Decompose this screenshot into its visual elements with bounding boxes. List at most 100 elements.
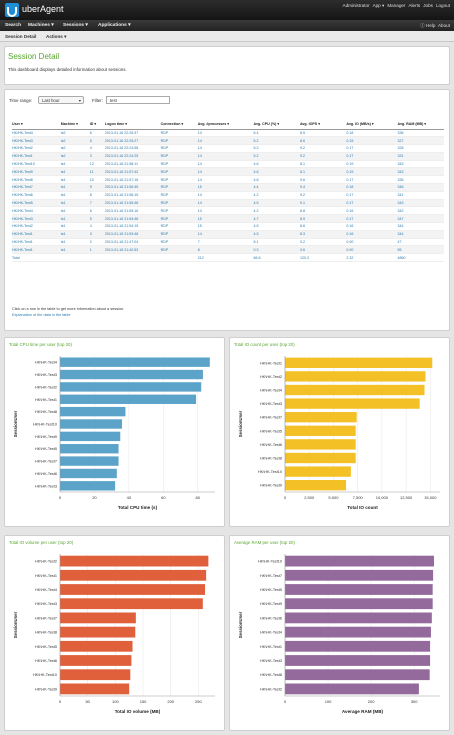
- x-tick-label: 40: [127, 495, 132, 500]
- nav-bar: Search Machines ▾ Sessions ▾ Application…: [0, 20, 454, 31]
- table-cell: RDP: [160, 152, 198, 161]
- column-header[interactable]: Avg. RAM (MB) ▾: [397, 120, 444, 130]
- table-cell: HK\HK-Test1: [12, 152, 61, 161]
- nav-applications[interactable]: Applications ▾: [98, 22, 131, 28]
- table-cell: RDP: [160, 167, 198, 177]
- table-cell: 4.5: [253, 199, 300, 208]
- y-tick-label: HK\HK-Test6: [260, 443, 282, 447]
- user-menu-item[interactable]: App ▾: [372, 3, 385, 8]
- table-cell: 2013-01-16 21:47:04: [104, 238, 161, 247]
- table-row[interactable]: HK\HK-Test2 ts2 4 2013-01-16 22:24:58 RDP 14 5…: [12, 144, 444, 153]
- table-cell: 15: [197, 222, 254, 231]
- table-cell: 0.00: [346, 245, 398, 255]
- actions-menu[interactable]: Actions ▾: [46, 34, 67, 39]
- table-cell: 9.2: [299, 144, 347, 153]
- table-row[interactable]: HK\HK-Test1 ts1 3 2013-01-16 21:53:46 RDP 14 4…: [12, 230, 444, 239]
- table-cell: 14: [197, 167, 254, 177]
- bar: [285, 452, 356, 464]
- user-menu-item[interactable]: Alerts: [408, 3, 421, 8]
- table-cell: ts1: [60, 214, 90, 224]
- table-cell: 5: [89, 136, 105, 146]
- bar: [60, 394, 197, 404]
- bar: [285, 669, 430, 681]
- y-axis-label: SessionUser: [238, 410, 243, 437]
- table-cell: 5.2: [253, 152, 300, 161]
- column-header[interactable]: Machine ▾: [60, 120, 90, 130]
- explanation-link[interactable]: Explanation of the data in the table: [12, 313, 71, 317]
- table-row[interactable]: HK\HK-Test3 ts1 5 2013-01-16 21:54:46 RDP 15 4…: [12, 214, 444, 224]
- column-header[interactable]: ID ▾: [89, 120, 105, 130]
- table-cell: 347: [397, 214, 444, 224]
- table-row[interactable]: HK\HK-Test9 ts1 11 2013-01-16 21:57:42 RDP 14…: [12, 167, 444, 177]
- table-cell: HK\HK-Test8: [12, 175, 61, 185]
- app-logo[interactable]: [5, 3, 19, 17]
- table-row[interactable]: HK\HK-Test6 ts1 8 2013-01-16 21:56:15 RDP 14 4…: [12, 191, 444, 200]
- table-row[interactable]: HK\HK-Test4 ts1 6 2013-01-16 21:55:16 RDP 14 4…: [12, 206, 444, 216]
- bar: [285, 439, 356, 450]
- nav-machines[interactable]: Machines ▾: [28, 22, 54, 28]
- x-tick-label: 200: [368, 699, 375, 704]
- table-cell: 0.2: [299, 238, 347, 247]
- column-header[interactable]: Avg. IO (MB/s) ▾: [346, 120, 398, 130]
- column-header[interactable]: Avg. CPU (%) ▾: [253, 120, 300, 130]
- bar: [60, 406, 126, 417]
- chevron-down-icon: ▾: [78, 98, 81, 103]
- table-row[interactable]: HK\HK-Test3 ts2 5 2013-01-16 22:25:27 RDP 14 5…: [12, 136, 444, 146]
- column-header[interactable]: Logon time ▾: [104, 120, 161, 130]
- bar: [285, 466, 351, 477]
- user-menu-item[interactable]: Manager: [387, 3, 406, 8]
- table-cell: HK\HK-Test4: [12, 129, 61, 138]
- table-cell: HK\HK-Test3: [12, 214, 61, 224]
- table-cell: 11: [89, 167, 105, 177]
- user-menu-item[interactable]: Administrator: [342, 3, 370, 8]
- y-tick-label: HK\HK-Test10: [33, 423, 57, 427]
- table-header-row: User ▾ Machine ▾ ID ▾ Logon time ▾ Connectio…: [12, 120, 444, 130]
- table-cell: HK\HK-Test1: [12, 230, 61, 239]
- table-row[interactable]: HK\HK-Test8 ts1 10 2013-01-16 21:57:16 RDP 14…: [12, 175, 444, 185]
- table-cell: [89, 253, 105, 263]
- table-cell: 8.5: [299, 129, 347, 138]
- y-tick-label: HK\HK-Test5: [260, 588, 282, 592]
- y-tick-label: HK\HK-Test8: [35, 631, 57, 635]
- column-header[interactable]: User ▾: [12, 120, 61, 130]
- table-cell: [160, 253, 198, 263]
- table-row[interactable]: HK\HK-Test5 ts1 7 2013-01-16 21:55:46 RDP 14 4…: [12, 199, 444, 208]
- table-cell: 10: [89, 175, 105, 185]
- table-row[interactable]: HK\HK-Test10 ts1 12 2013-01-16 21:58:11 RDP 1…: [12, 160, 444, 169]
- table-cell: 8: [89, 191, 105, 200]
- table-cell: ts2: [60, 152, 90, 161]
- top-bar: uberAgent Administrator App ▾ Manager Alert…: [0, 0, 454, 20]
- time-range-select[interactable]: Last hour ▾: [38, 96, 84, 104]
- table-row[interactable]: HK\HK-Test2 ts1 4 2013-01-16 21:54:15 RDP 15 4…: [12, 222, 444, 231]
- table-cell: 4.7: [253, 214, 300, 224]
- filter-label: Filter:: [92, 98, 103, 103]
- table-row[interactable]: HK\HK-Test1 ts1 1 2013-01-16 21:42:53 RDP 8 0.…: [12, 245, 444, 255]
- user-menu-item[interactable]: Jobs: [423, 3, 433, 8]
- x-tick-label: 60: [161, 495, 166, 500]
- column-header[interactable]: Avg. #processes ▾: [197, 120, 254, 130]
- table-cell: 344: [397, 230, 444, 239]
- bar: [60, 555, 209, 567]
- table-cell: 0.16: [346, 206, 398, 216]
- filter-input[interactable]: test: [106, 96, 170, 104]
- table-cell: 6: [89, 206, 105, 216]
- y-tick-label: HK\HK-Test5: [35, 645, 57, 649]
- column-header[interactable]: Avg. IOPS ▾: [299, 120, 347, 130]
- about-link[interactable]: About: [437, 22, 450, 28]
- bar: [60, 369, 203, 380]
- y-tick-label: HK\HK-Test7: [260, 416, 282, 420]
- table-cell: 2013-01-16 21:57:16: [104, 175, 161, 185]
- table-row[interactable]: HK\HK-Test1 ts1 2 2013-01-16 21:47:04 RDP 7 8.…: [12, 238, 444, 247]
- nav-search[interactable]: Search: [5, 22, 21, 28]
- table-row[interactable]: HK\HK-Test1 ts2 3 2013-01-16 22:24:25 RDP 14 5…: [12, 152, 444, 161]
- chart-panel-io-volume: Total IO volume per user (top 20) 0 50 100 1…: [4, 535, 225, 731]
- y-tick-label: HK\HK-Test3: [35, 484, 57, 488]
- column-header[interactable]: Connection ▾: [160, 120, 198, 130]
- nav-sessions[interactable]: Sessions ▾: [63, 22, 88, 28]
- help-link[interactable]: ⓘ Help: [420, 22, 436, 28]
- table-row[interactable]: HK\HK-Test7 ts1 9 2013-01-16 21:56:45 RDP 15 4…: [12, 183, 444, 192]
- y-tick-label: HK\HK-Test10: [258, 560, 282, 564]
- user-menu-item[interactable]: Logout: [435, 3, 450, 8]
- y-tick-label: HK\HK-Test6: [35, 472, 57, 476]
- table-row[interactable]: HK\HK-Test4 ts2 6 2013-01-16 22:25:37 RDP 14 6…: [12, 129, 444, 138]
